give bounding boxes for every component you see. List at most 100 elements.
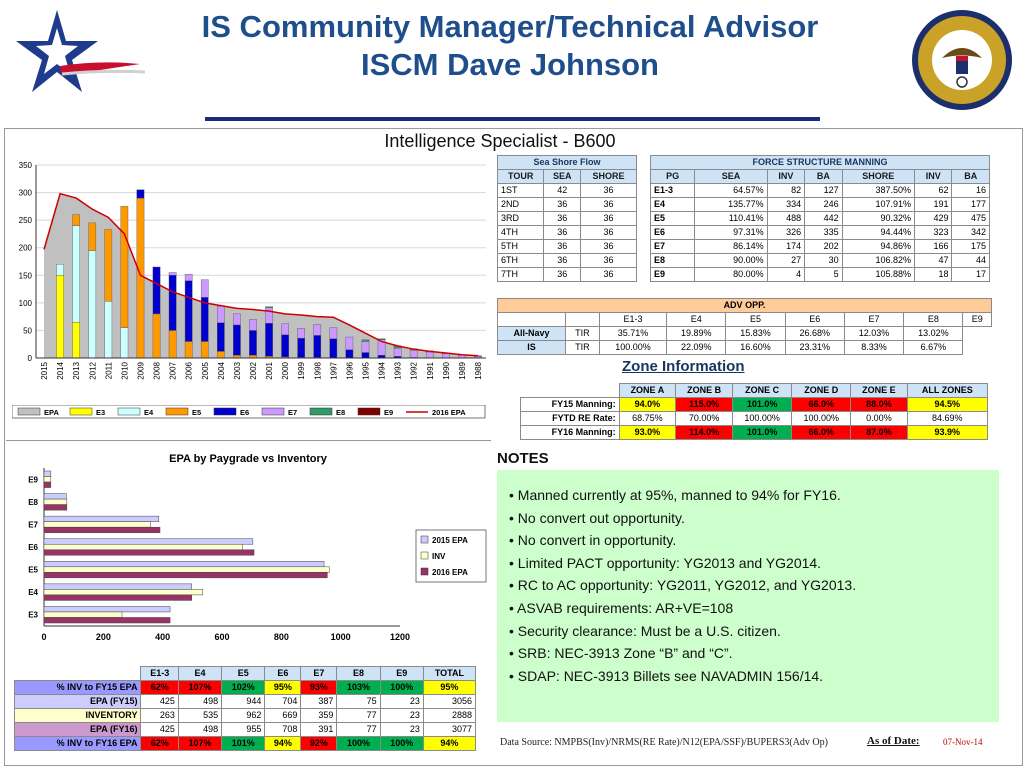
bar-segment-e6 <box>329 338 338 359</box>
adv-row: IS TIR 100.00% 22.09% 16.60% 23.31% 8.33% 6.67% <box>497 340 992 355</box>
y-tick-label: 250 <box>19 216 33 225</box>
bar-segment-e7 <box>313 324 322 336</box>
summary-value: 92% <box>300 736 338 751</box>
x-tick-label: 800 <box>274 632 289 642</box>
zone-value: 100.00% <box>791 411 852 426</box>
adv-value: 100.00% <box>598 340 668 355</box>
fs-value-cell: 475 <box>951 211 990 226</box>
adv-value: TIR <box>564 326 600 341</box>
bar-segment-e6 <box>297 337 305 358</box>
tour-cell: 5TH <box>496 239 545 254</box>
legend-swatch <box>165 407 189 416</box>
footer-data-source: Data Source: NMPBS(Inv)/NRMS(RE Rate)/N1… <box>500 737 828 748</box>
adv-header: E1-3 <box>598 312 668 327</box>
bar-2015-epa <box>43 515 160 522</box>
bar-2015-epa <box>43 538 254 545</box>
x-tick-label: 1990 <box>442 361 451 379</box>
tour-cell: 7TH <box>496 267 545 282</box>
summary-value: 75 <box>336 694 381 709</box>
y-tick-label: 300 <box>19 189 33 198</box>
main-chart-title: Intelligence Specialist - B600 <box>384 131 616 151</box>
bar-segment-e7 <box>442 353 450 359</box>
fs-value-cell: 80.00% <box>694 267 768 282</box>
zone-header: ZONE D <box>791 383 852 398</box>
zone-header: ZONE A <box>618 383 677 398</box>
fs-value-cell: 135.77% <box>694 197 768 212</box>
fs-row: E6 97.31% 326 335 94.44% 323 342 <box>649 225 990 240</box>
sea-cell: 36 <box>543 197 582 212</box>
summary-value: 669 <box>264 708 302 723</box>
bar-2016-epa <box>43 504 68 511</box>
fs-value-cell: 90.00% <box>694 253 768 268</box>
summary-row: EPA (FY16) 425 498 955 708 391 77 23 3077 <box>13 722 477 737</box>
bar-segment-e7 <box>281 323 289 336</box>
fs-row: E8 90.00% 27 30 106.82% 47 44 <box>649 253 990 268</box>
summary-value: 100% <box>336 736 381 751</box>
y-tick-label: 150 <box>19 271 33 280</box>
adv-header: E8 <box>903 312 964 327</box>
fs-value-cell: 177 <box>951 197 990 212</box>
fs-pg-cell: E5 <box>649 211 696 226</box>
fs-value-cell: 44 <box>951 253 990 268</box>
x-tick-label: 2003 <box>233 361 242 379</box>
adv-header-blank <box>497 312 566 327</box>
adv-header: E6 <box>784 312 845 327</box>
bar-inv <box>43 611 123 618</box>
fs-value-cell: 442 <box>804 211 843 226</box>
y-tick-label: E9 <box>28 475 38 484</box>
legend-swatch <box>261 407 285 416</box>
x-tick-label: 2012 <box>88 361 97 379</box>
summary-value: 359 <box>300 708 338 723</box>
shore-cell: 36 <box>580 183 637 198</box>
note-item: • No convert out opportunity. <box>509 509 685 526</box>
fs-value-cell: 326 <box>766 225 806 240</box>
legend-label: INV <box>432 552 446 561</box>
fs-value-cell: 47 <box>913 253 953 268</box>
sea-cell: 36 <box>543 225 582 240</box>
note-item: • ASVAB requirements: AR+VE=108 <box>509 599 734 616</box>
zone-row: FY15 Manning: 94.0% 115.0% 101.0% 66.0% 88.0%… <box>520 397 989 412</box>
fs-value-cell: 30 <box>804 253 843 268</box>
stacked-bar-chart: 0 50 100 150 200 250 300 350 2015 2014 2013 2012 201… <box>19 161 486 380</box>
fs-pg-cell: E6 <box>649 225 696 240</box>
bar-segment-e6 <box>217 322 225 352</box>
fs-pg-cell: E8 <box>649 253 696 268</box>
summary-header: E6 <box>264 666 302 681</box>
adv-value: 23.31% <box>784 340 845 355</box>
adv-value: 15.83% <box>725 326 786 341</box>
bar-segment-e6 <box>361 352 370 359</box>
bar-2016-epa <box>43 617 171 624</box>
summary-table: E1-3 E4 E5 E6 E7 E8 E9 TOTAL % INV to FY15 EPA 6… <box>13 666 477 751</box>
bar-segment-e5 <box>217 351 225 359</box>
y-tick-label: E5 <box>28 566 38 575</box>
bar-2015-epa <box>43 561 325 568</box>
adv-header: E7 <box>843 312 905 327</box>
x-tick-label: 2002 <box>249 361 258 379</box>
x-tick-label: 2010 <box>120 361 129 379</box>
bar-2016-epa <box>43 549 255 556</box>
summary-value: 23 <box>379 694 424 709</box>
x-tick-label: 600 <box>214 632 229 642</box>
legend-swatch <box>420 551 429 560</box>
epa-chart-panel <box>6 440 491 659</box>
bar-segment-e6 <box>313 335 322 358</box>
summary-value: 94% <box>264 736 302 751</box>
sea-shore-row: 3RD 36 36 <box>496 211 637 226</box>
adv-value: 35.71% <box>598 326 668 341</box>
x-tick-label: 1992 <box>410 361 419 379</box>
x-tick-label: 2000 <box>281 361 290 379</box>
x-tick-label: 1996 <box>345 361 354 379</box>
fs-row: E4 135.77% 334 246 107.91% 191 177 <box>649 197 990 212</box>
bar-2016-epa <box>43 594 192 601</box>
legend-swatch <box>117 407 141 416</box>
fs-value-cell: 97.31% <box>694 225 768 240</box>
adv-value: 16.60% <box>725 340 786 355</box>
x-tick-label: 1995 <box>361 361 370 379</box>
summary-label: EPA (FY16) <box>13 722 142 737</box>
zone-value: 66.0% <box>791 397 852 412</box>
sea-cell: 36 <box>543 267 582 282</box>
notes-list: • Manned currently at 95%, manned to 94%… <box>497 470 999 687</box>
y-tick-label: 200 <box>19 244 33 253</box>
tour-cell: 3RD <box>496 211 545 226</box>
zone-value: 87.0% <box>850 425 908 440</box>
